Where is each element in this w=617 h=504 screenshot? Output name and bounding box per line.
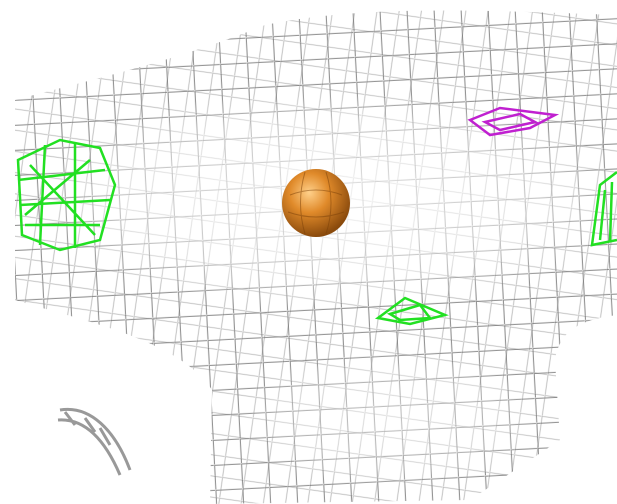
green-mesh-center [374,296,449,326]
mesh-fragment [57,407,132,476]
magenta-mesh [467,106,560,137]
green-mesh-right [590,171,617,247]
ion-sphere [282,169,350,237]
green-mesh-left [16,138,117,252]
sphere-grid [287,171,345,235]
